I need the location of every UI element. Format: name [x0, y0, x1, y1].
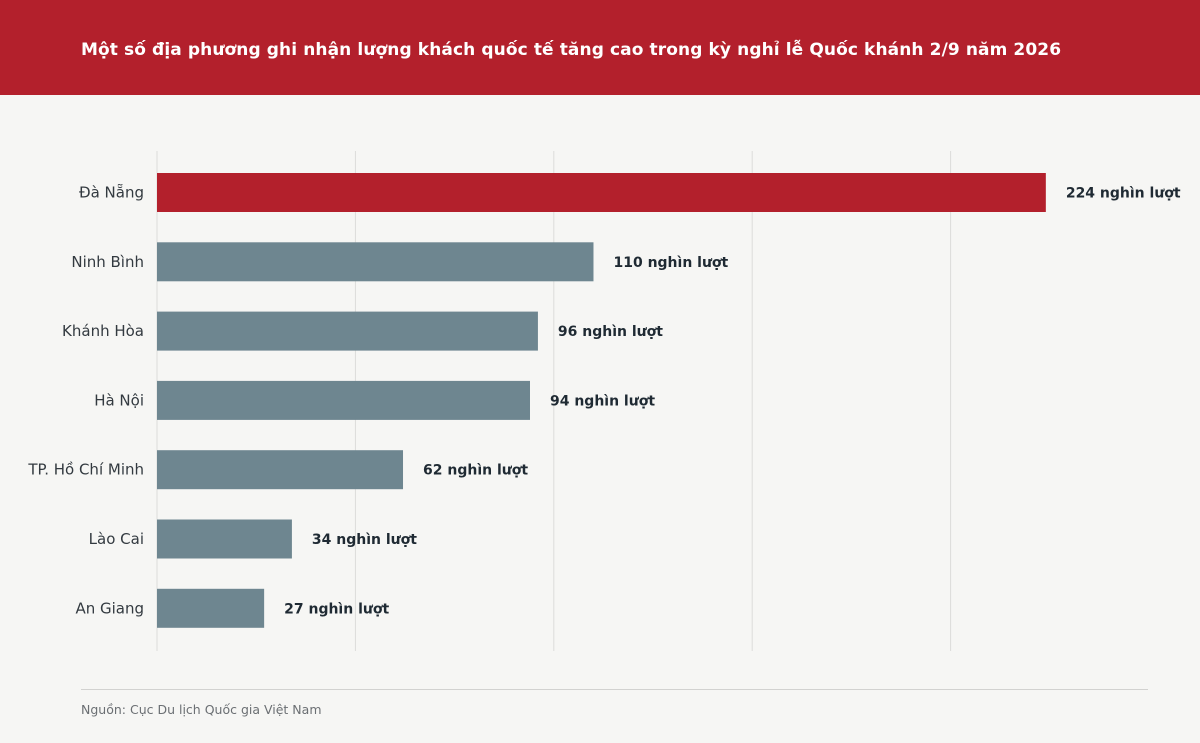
footer-divider: [81, 689, 1148, 690]
data-label: 110 nghìn lượt: [613, 255, 728, 271]
bar: [157, 450, 404, 490]
bar: [157, 588, 265, 628]
category-label: Khánh Hòa: [62, 322, 144, 340]
data-label: 96 nghìn lượt: [558, 324, 663, 340]
chart-title: Một số địa phương ghi nhận lượng khách q…: [81, 40, 1062, 60]
bar: [157, 311, 538, 351]
category-label: Đà Nẵng: [79, 184, 144, 202]
labels: Đà Nẵng 224 nghìn lượt Ninh Bình 110 nghìn …: [27, 184, 1181, 618]
bar: [157, 519, 292, 559]
bars: [157, 173, 1046, 628]
data-label: 34 nghìn lượt: [312, 532, 417, 548]
bar: [157, 173, 1046, 212]
source-note: Nguồn: Cục Du lịch Quốc gia Việt Nam: [81, 702, 322, 717]
category-label: Lào Cai: [89, 530, 144, 548]
category-label: Ninh Bình: [71, 253, 144, 271]
category-label: An Giang: [75, 599, 144, 617]
category-label: Hà Nội: [94, 391, 144, 409]
category-label: TP. Hồ Chí Minh: [27, 461, 144, 479]
bar: [157, 242, 594, 282]
data-label: 27 nghìn lượt: [284, 601, 389, 617]
data-label: 62 nghìn lượt: [423, 463, 528, 479]
chart-header: Một số địa phương ghi nhận lượng khách q…: [0, 0, 1200, 95]
data-label: 224 nghìn lượt: [1066, 186, 1181, 202]
data-label: 94 nghìn lượt: [550, 393, 655, 409]
bar: [157, 380, 530, 420]
